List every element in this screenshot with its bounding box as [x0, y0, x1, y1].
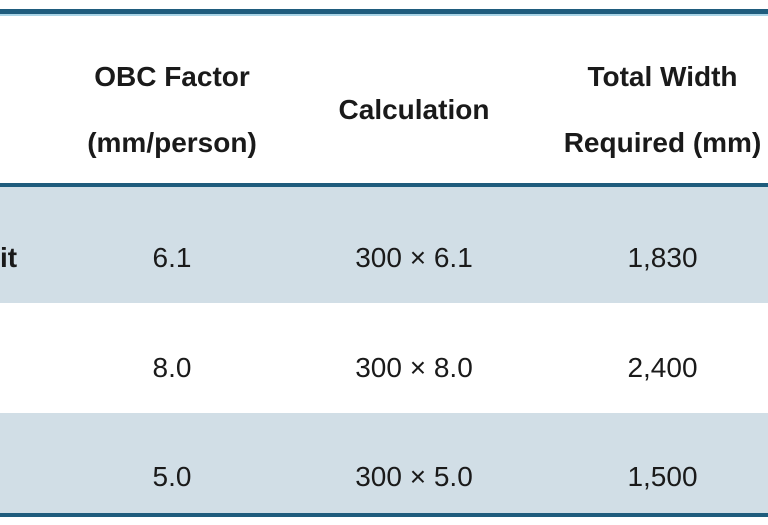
table-row: 5.0 300 × 5.0 1,500 — [0, 413, 768, 513]
row-label-cell — [0, 413, 60, 513]
total-width-value: 2,400 — [627, 351, 698, 383]
table-row: it 6.1 300 × 6.1 1,830 — [0, 187, 768, 303]
total-width-cell: 1,500 — [545, 413, 768, 513]
header-text: (mm/person) — [87, 126, 257, 158]
obc-factor-cell: 8.0 — [60, 303, 290, 413]
calculation-value: 300 × 6.1 — [355, 241, 473, 273]
header-text: Total Width — [587, 60, 738, 92]
total-width-value: 1,500 — [627, 460, 698, 492]
calculation-cell: 300 × 8.0 — [290, 303, 545, 413]
header-cell-obc-factor: OBC Factor (mm/person) — [60, 16, 290, 183]
table-top-border — [0, 9, 768, 14]
header-text: OBC Factor — [94, 60, 250, 92]
calculation-value: 300 × 5.0 — [355, 460, 473, 492]
obc-factor-value: 6.1 — [152, 241, 192, 273]
row-label-cell — [0, 303, 60, 413]
table-header-bottom-border — [0, 183, 768, 187]
table-top-accent-line — [0, 14, 768, 16]
calculation-cell: 300 × 6.1 — [290, 187, 545, 303]
header-cell-calculation: Calculation — [290, 16, 545, 183]
header-text: Calculation — [338, 93, 490, 125]
row-label-cell: it — [0, 187, 60, 303]
obc-factor-value: 8.0 — [152, 351, 192, 383]
header-text: Required (mm) — [563, 126, 762, 158]
row-label-fragment: it — [0, 241, 18, 273]
obc-factor-cell: 6.1 — [60, 187, 290, 303]
total-width-cell: 2,400 — [545, 303, 768, 413]
obc-factor-cell: 5.0 — [60, 413, 290, 513]
table-row: 8.0 300 × 8.0 2,400 — [0, 303, 768, 413]
header-cell-row-label — [0, 16, 60, 183]
obc-factor-value: 5.0 — [152, 460, 192, 492]
header-cell-total-width: Total Width Required (mm) — [545, 16, 768, 183]
calculation-value: 300 × 8.0 — [355, 351, 473, 383]
table-bottom-border — [0, 513, 768, 517]
total-width-cell: 1,830 — [545, 187, 768, 303]
total-width-value: 1,830 — [627, 241, 698, 273]
calculation-cell: 300 × 5.0 — [290, 413, 545, 513]
table-header-row: OBC Factor (mm/person) Calculation Total… — [0, 16, 768, 183]
